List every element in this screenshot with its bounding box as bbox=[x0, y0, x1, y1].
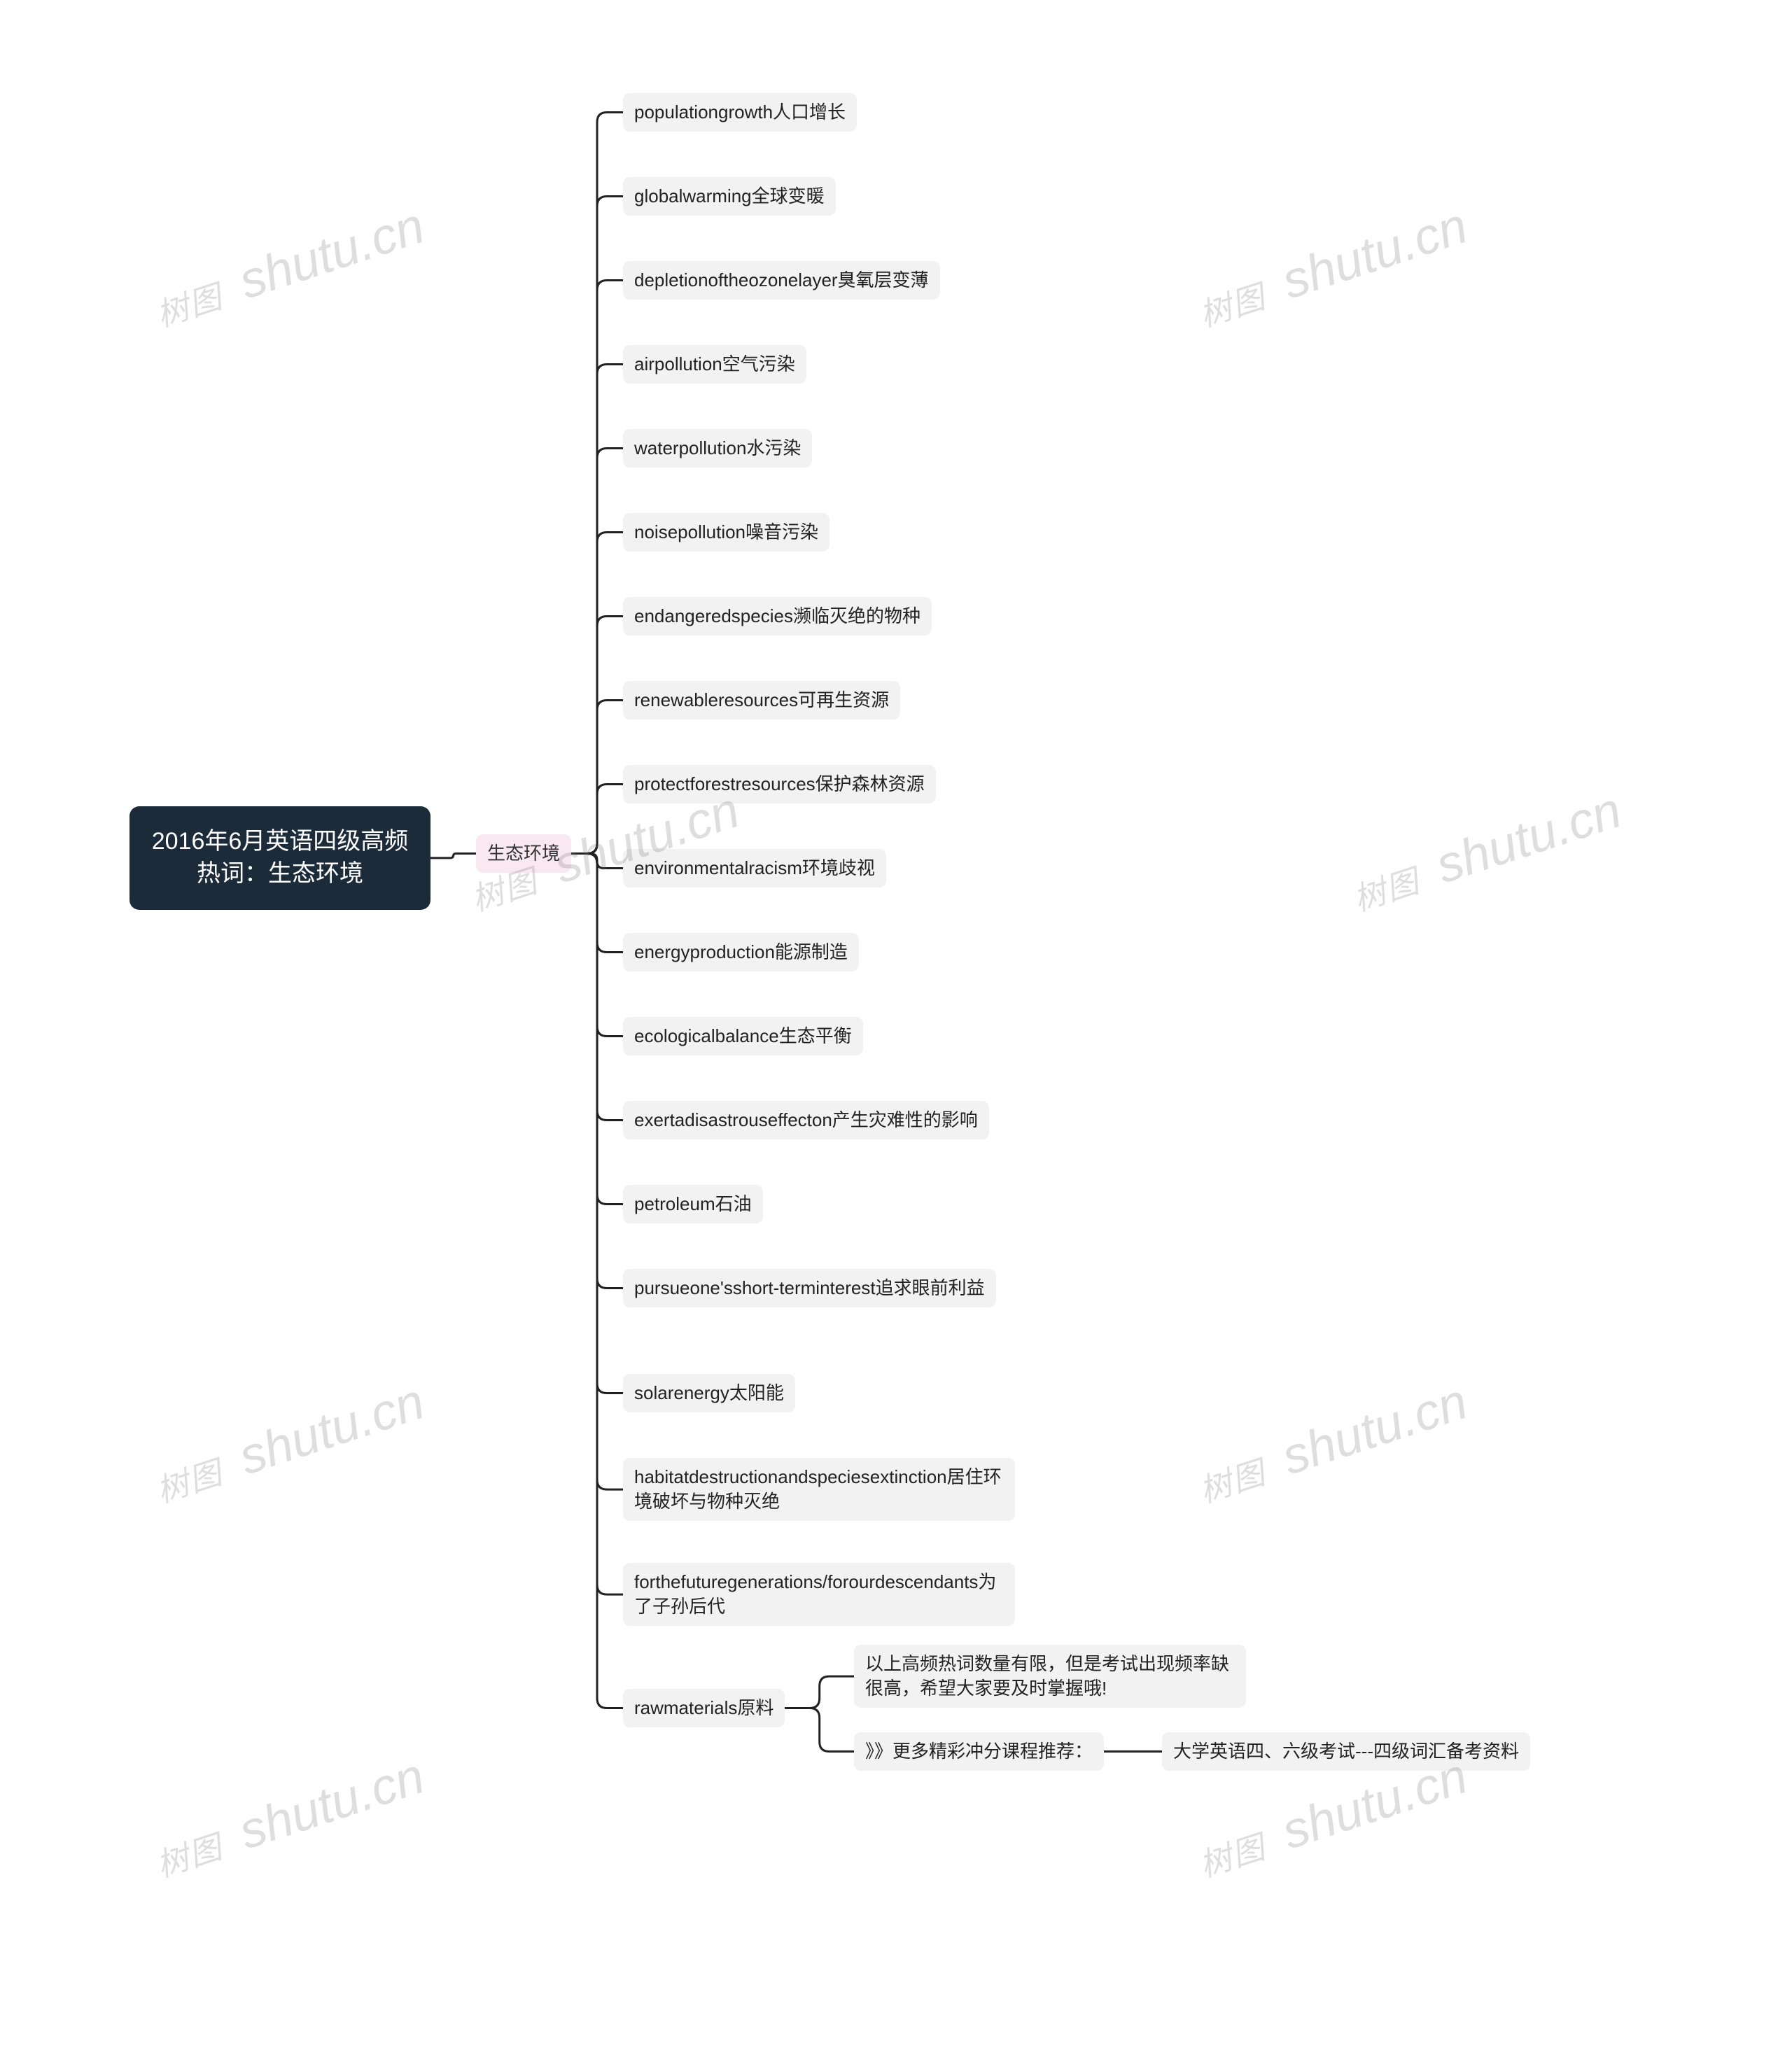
leaf-node: rawmaterials原料 bbox=[623, 1689, 785, 1727]
leaf-node: airpollution空气污染 bbox=[623, 345, 806, 384]
leaf-node: endangeredspecies濒临灭绝的物种 bbox=[623, 597, 932, 636]
leaf-node: populationgrowth人口增长 bbox=[623, 93, 857, 132]
leaf-node: ecologicalbalance生态平衡 bbox=[623, 1017, 863, 1055]
mindmap-stage: 2016年6月英语四级高频热词：生态环境 生态环境 populationgrowth… bbox=[0, 0, 1792, 2050]
leaf-node: 大学英语四、六级考试---四级词汇备考资料 bbox=[1162, 1732, 1530, 1771]
leaf-node: protectforestresources保护森林资源 bbox=[623, 765, 936, 803]
watermark: 树图 shutu.cn bbox=[1190, 197, 1474, 338]
category-node: 生态环境 bbox=[476, 834, 571, 873]
leaf-node: habitatdestructionandspeciesextinction居住… bbox=[623, 1458, 1015, 1521]
leaf-node: noisepollution噪音污染 bbox=[623, 513, 830, 552]
leaf-node: environmentalracism环境歧视 bbox=[623, 849, 886, 887]
leaf-node: 》》更多精彩冲分课程推荐： bbox=[854, 1732, 1104, 1771]
leaf-node: forthefuturegenerations/forourdescendant… bbox=[623, 1563, 1015, 1626]
leaf-node: pursueone'sshort-terminterest追求眼前利益 bbox=[623, 1269, 996, 1307]
leaf-node: petroleum石油 bbox=[623, 1185, 763, 1223]
root-node: 2016年6月英语四级高频热词：生态环境 bbox=[130, 806, 430, 910]
leaf-node: solarenergy太阳能 bbox=[623, 1374, 795, 1412]
leaf-node: globalwarming全球变暖 bbox=[623, 177, 836, 216]
watermark: 树图 shutu.cn bbox=[1344, 781, 1628, 922]
watermark: 树图 shutu.cn bbox=[147, 1747, 431, 1888]
leaf-node: 以上高频热词数量有限，但是考试出现频率缺很高，希望大家要及时掌握哦! bbox=[854, 1645, 1246, 1708]
watermark: 树图 shutu.cn bbox=[147, 1372, 431, 1514]
watermark: 树图 shutu.cn bbox=[1190, 1372, 1474, 1514]
leaf-node: waterpollution水污染 bbox=[623, 429, 812, 468]
leaf-node: depletionoftheozonelayer臭氧层变薄 bbox=[623, 261, 940, 300]
leaf-node: energyproduction能源制造 bbox=[623, 933, 859, 971]
watermark: 树图 shutu.cn bbox=[147, 197, 431, 338]
leaf-node: renewableresources可再生资源 bbox=[623, 681, 900, 719]
leaf-node: exertadisastrouseffecton产生灾难性的影响 bbox=[623, 1101, 989, 1139]
